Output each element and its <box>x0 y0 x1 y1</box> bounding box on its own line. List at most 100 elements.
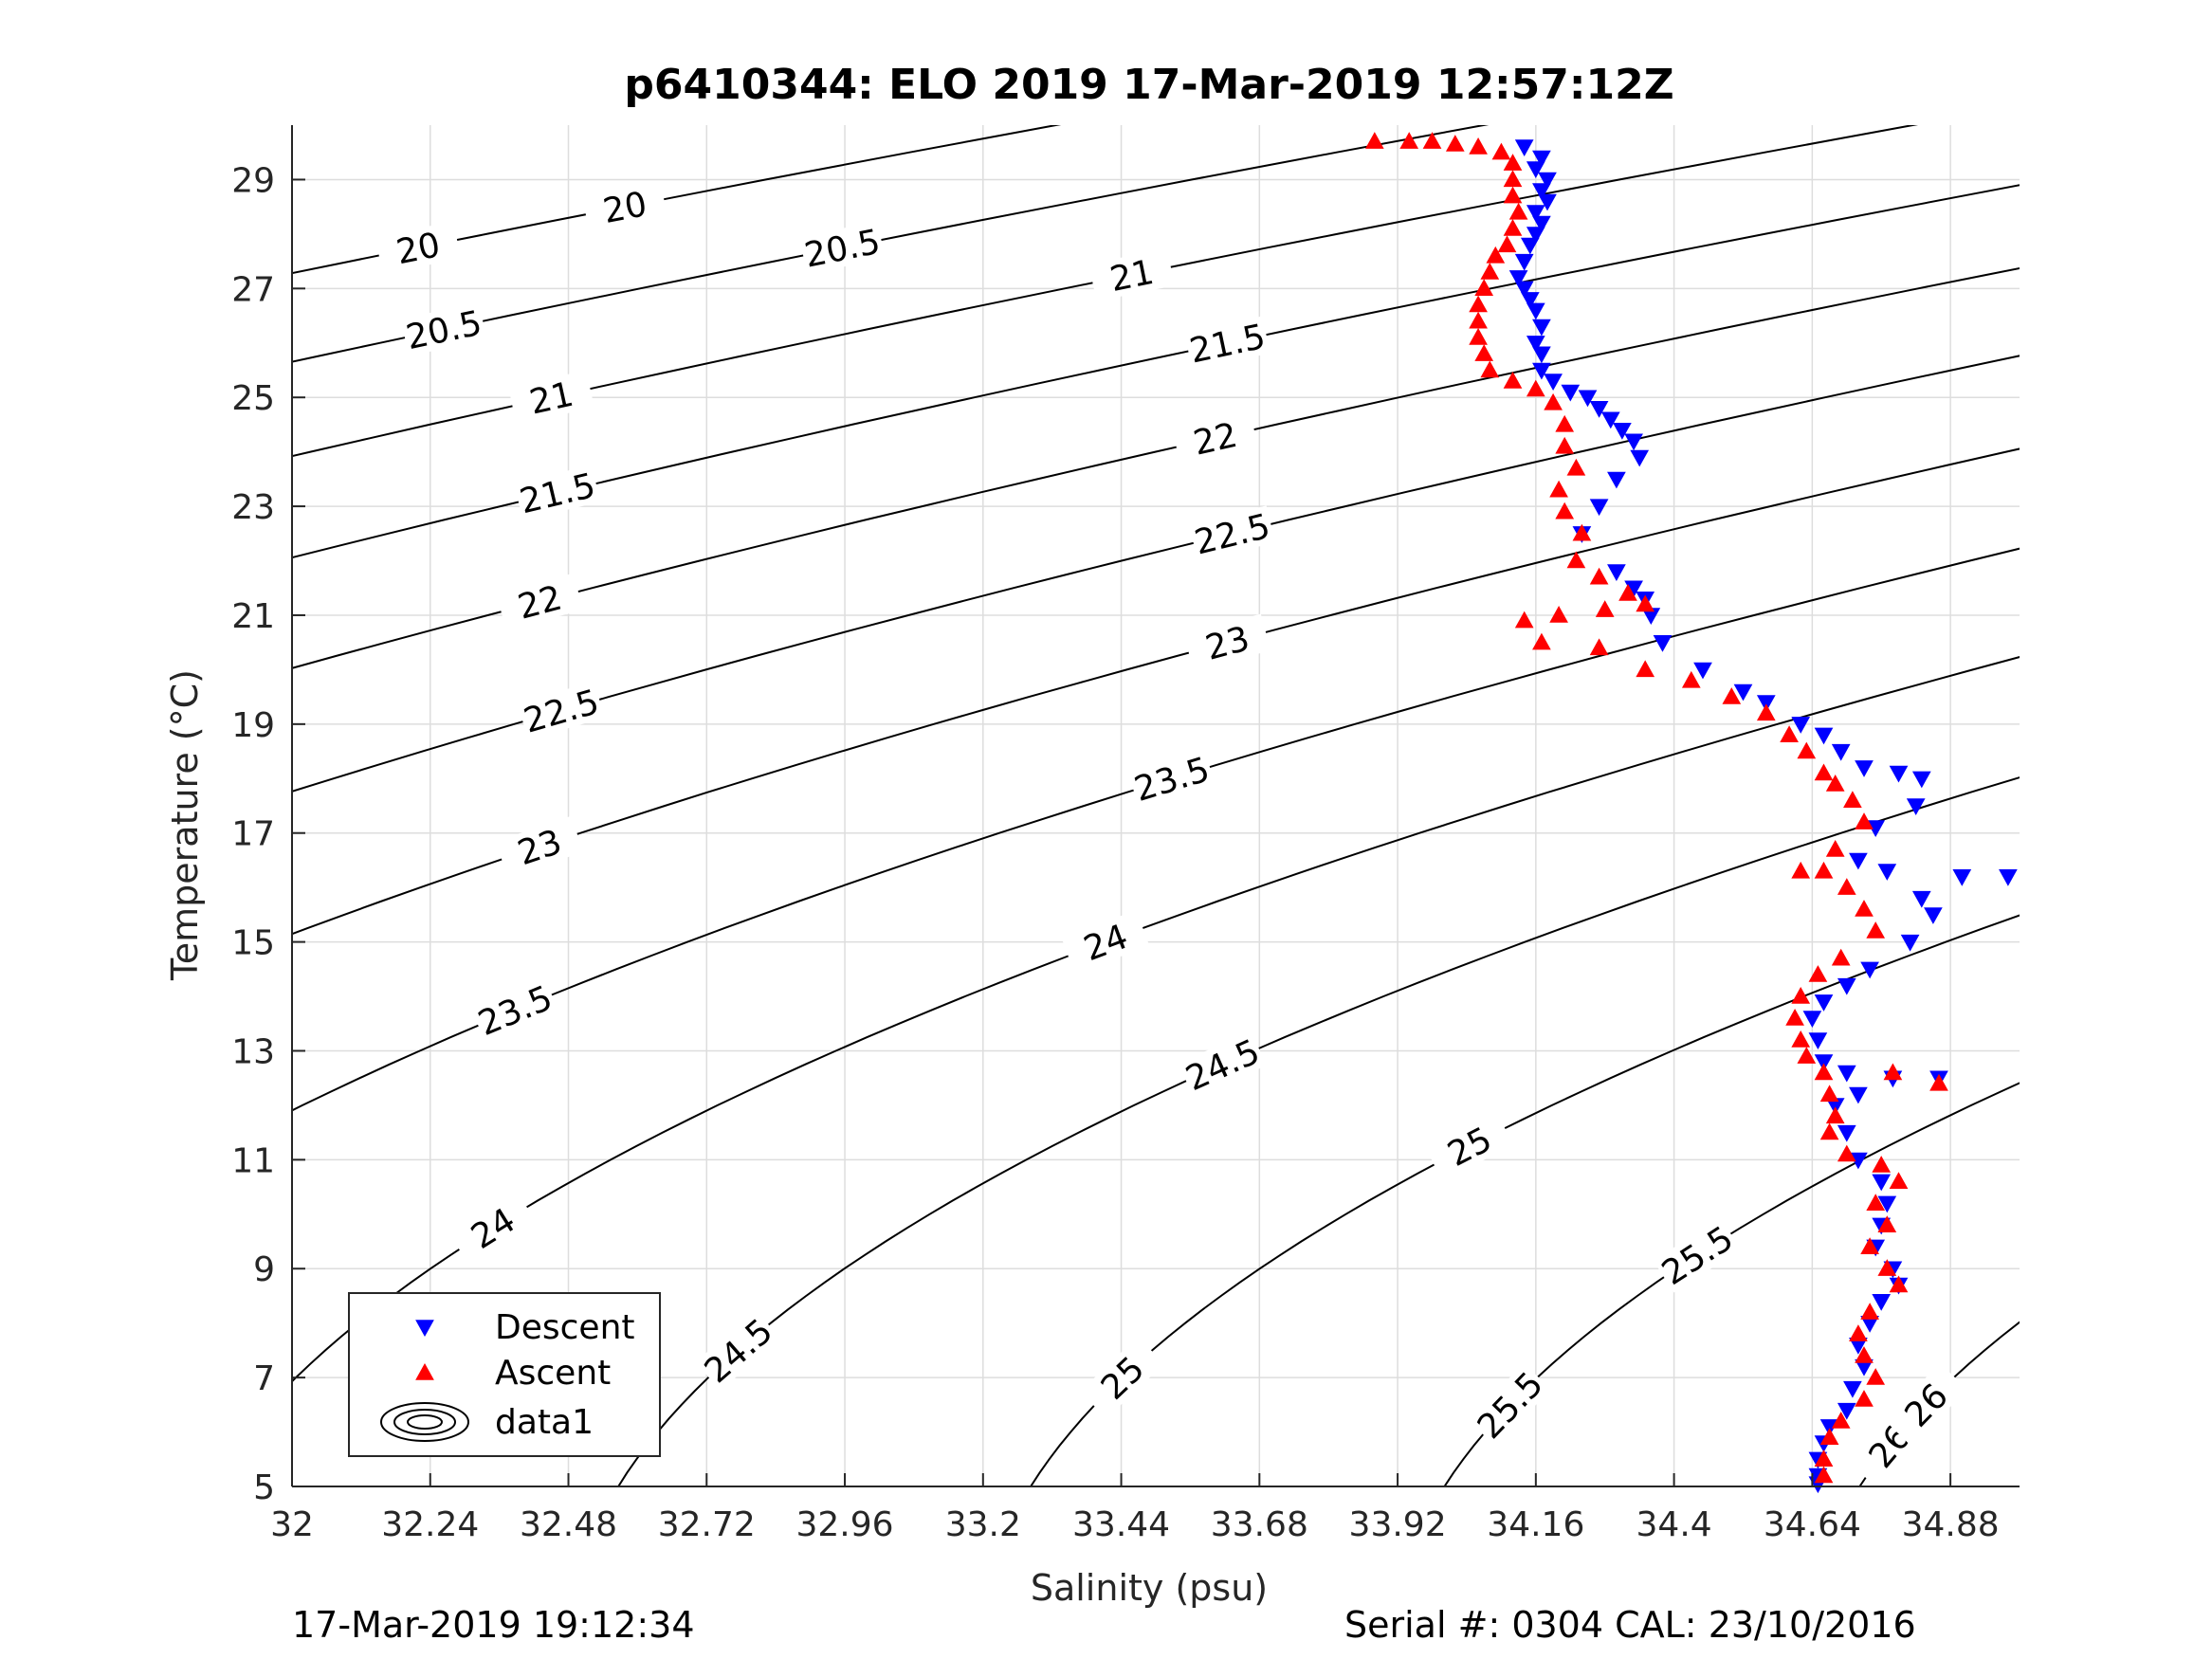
descent-point <box>1613 423 1632 440</box>
descent-point <box>1791 717 1811 734</box>
descent-point <box>1526 205 1545 222</box>
descent-point <box>1911 890 1931 908</box>
legend-contour-icon <box>380 1402 469 1442</box>
contour-label-bg <box>448 1190 537 1266</box>
x-tick-label: 34.16 <box>1487 1505 1584 1544</box>
descent-point <box>1578 390 1598 408</box>
descent-point <box>1526 227 1545 244</box>
contour-label: 23.5 <box>473 978 558 1044</box>
ascent-point <box>1756 703 1776 721</box>
legend-label: Ascent <box>495 1354 611 1393</box>
ascent-point <box>1486 246 1506 264</box>
descent-point <box>1924 907 1943 924</box>
descent-point <box>1756 695 1776 712</box>
y-tick-label: 9 <box>253 1250 275 1289</box>
ascent-point <box>1566 551 1586 569</box>
ascent-point <box>1889 1172 1909 1189</box>
isopycnal-line <box>1029 914 2020 1486</box>
contour-label: 20.5 <box>801 223 884 276</box>
ascent-point <box>1814 763 1834 781</box>
y-axis-label: Temperature (°C) <box>164 669 206 981</box>
isopycnal-line <box>1858 1321 2020 1486</box>
ascent-point <box>1837 1144 1856 1162</box>
descent-point <box>1877 864 1897 881</box>
y-tick-label: 17 <box>231 815 275 854</box>
descent-point <box>1837 1065 1856 1083</box>
x-axis-label: Salinity (psu) <box>1031 1567 1268 1609</box>
ascent-point <box>1503 170 1523 188</box>
ascent-point <box>1831 948 1851 966</box>
ascent-point <box>1445 135 1465 152</box>
descent-point <box>1520 237 1540 255</box>
ascent-point <box>1831 1412 1851 1429</box>
ascent-point <box>1785 1008 1804 1026</box>
descent-point <box>1607 471 1626 489</box>
descent-point <box>1877 1195 1897 1213</box>
descent-point <box>1952 869 1972 886</box>
ascent-point <box>1797 1047 1817 1064</box>
x-tick-label: 32.72 <box>658 1505 756 1544</box>
descent-point <box>1802 1011 1822 1029</box>
descent-point <box>1514 253 1534 271</box>
legend-ascent-marker <box>415 1362 434 1380</box>
descent-point <box>1538 172 1557 190</box>
ascent-point <box>1855 1346 1874 1363</box>
descent-point <box>1911 771 1931 789</box>
legend-label: Descent <box>495 1308 635 1347</box>
y-tick-label: 15 <box>231 924 275 963</box>
legend-contour-icon <box>393 1409 456 1435</box>
contour-label: 24.5 <box>698 1312 780 1392</box>
ascent-point <box>1544 392 1563 410</box>
x-tick-label: 32.96 <box>796 1505 894 1544</box>
descent-point <box>1532 319 1551 337</box>
descent-point <box>1653 635 1673 652</box>
ascent-series <box>1364 132 1948 1484</box>
ascent-point <box>1595 600 1615 617</box>
density-contours: 202020.520.5212121.521.5222222.522.52323… <box>292 125 2020 1486</box>
descent-point <box>1607 564 1626 582</box>
descent-point <box>1624 433 1643 451</box>
descent-point <box>1889 765 1909 783</box>
ascent-point <box>1843 791 1862 808</box>
ascent-point <box>1555 414 1575 432</box>
contour-label-bg <box>1188 505 1276 562</box>
ascent-point <box>1636 660 1655 678</box>
descent-point <box>1544 374 1563 392</box>
descent-point <box>1520 292 1540 309</box>
contour-label-bg <box>508 370 594 425</box>
descent-point <box>1900 934 1920 952</box>
descent-point <box>1808 1032 1828 1050</box>
contour-label-bg <box>695 1309 781 1392</box>
ascent-point <box>1589 638 1609 656</box>
ascent-point <box>1526 379 1545 397</box>
descent-point <box>1514 139 1534 157</box>
descent-point <box>1837 1402 1856 1420</box>
footer-timestamp: 17-Mar-2019 19:12:34 <box>292 1604 695 1646</box>
y-tick-label: 5 <box>253 1468 275 1507</box>
ascent-point <box>1469 311 1488 329</box>
descent-point <box>1532 362 1551 380</box>
x-tick-label: 34.88 <box>1902 1505 2000 1544</box>
contour-label: 20.5 <box>403 304 485 358</box>
legend-label: data1 <box>495 1403 594 1442</box>
descent-point <box>1849 852 1868 870</box>
ascent-point <box>1566 458 1586 476</box>
contour-label: 20 <box>393 226 444 272</box>
y-tick-label: 21 <box>231 597 275 636</box>
contour-label-bg <box>581 180 668 233</box>
isopycnal-line <box>292 547 2020 1112</box>
descent-point <box>1630 449 1650 467</box>
ascent-point <box>1480 263 1500 280</box>
isopycnal-line <box>292 125 1919 458</box>
descent-point <box>1514 281 1534 299</box>
ascent-point <box>1855 1390 1874 1407</box>
ascent-point <box>1791 1030 1811 1048</box>
ascent-point <box>1780 725 1799 742</box>
descent-point <box>1532 150 1551 168</box>
ascent-point <box>1474 279 1494 296</box>
contour-label-bg <box>1172 410 1259 466</box>
ascent-point <box>1929 1073 1948 1091</box>
ascent-point <box>1889 1275 1909 1293</box>
ascent-point <box>1532 632 1551 650</box>
contour-label-bg <box>1127 748 1216 809</box>
